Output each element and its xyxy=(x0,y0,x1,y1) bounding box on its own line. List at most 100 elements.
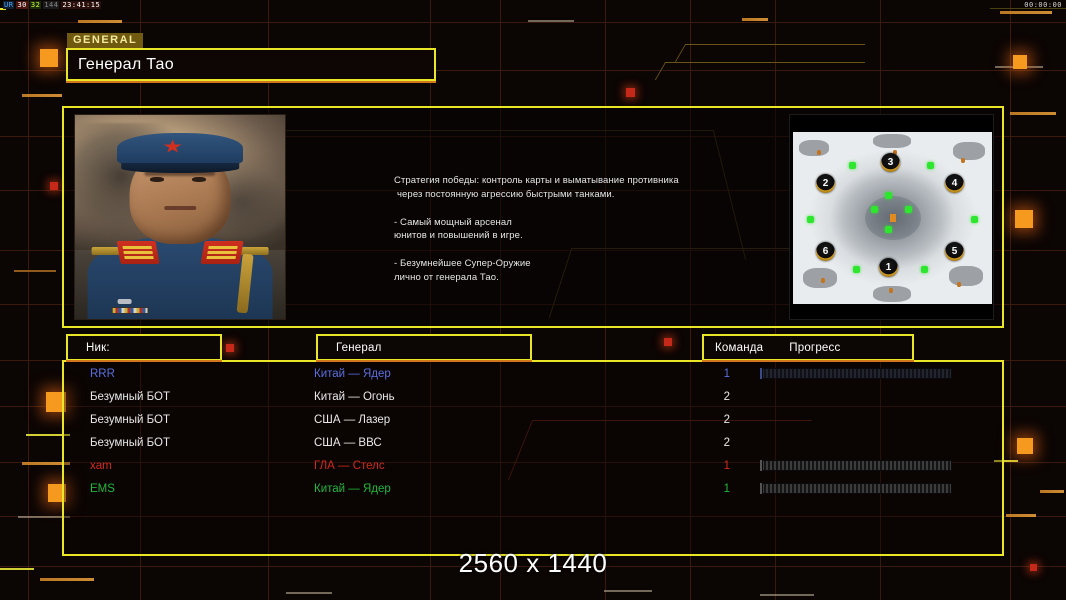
player-team: 1 xyxy=(723,482,730,495)
minimap-prop xyxy=(957,282,961,287)
portrait-collar-tab xyxy=(200,240,244,264)
progress-bar xyxy=(760,368,952,379)
minimap-resource xyxy=(905,206,912,213)
minimap-prop xyxy=(889,288,893,293)
table-row[interactable]: RRR Китай — Ядер 1 xyxy=(64,362,1002,385)
player-general: США — Лазер xyxy=(314,413,391,426)
deco-square xyxy=(1013,55,1027,69)
progress-bar xyxy=(760,460,952,471)
minimap-resource xyxy=(807,216,814,223)
deco-dash xyxy=(742,18,768,21)
deco-dash xyxy=(528,20,574,22)
hud-segment: 32 xyxy=(29,1,42,9)
minimap-center-flag xyxy=(889,214,896,222)
minimap-prop xyxy=(893,150,897,155)
minimap-start-position[interactable]: 2 xyxy=(816,174,835,193)
hud-segment: 144 xyxy=(43,1,60,9)
table-row[interactable]: Безумный БОТ США — ВВС 2 xyxy=(64,431,1002,454)
minimap-start-position[interactable]: 6 xyxy=(816,242,835,261)
hud-left-status: UR 30 32 144 23:41:15 xyxy=(3,1,102,9)
minimap-start-position[interactable]: 5 xyxy=(945,242,964,261)
minimap-start-position[interactable]: 3 xyxy=(881,153,900,172)
minimap-resource xyxy=(853,266,860,273)
map-preview[interactable]: 1 2 3 4 5 6 xyxy=(789,114,994,320)
portrait-medal-ribbons xyxy=(111,306,149,315)
table-row[interactable]: Безумный БОТ Китай — Огонь 2 xyxy=(64,385,1002,408)
column-header-team-progress: Команда Прогресс xyxy=(702,334,914,362)
deco-dash xyxy=(286,592,332,594)
deco-square xyxy=(50,182,58,190)
description-line: - Самый мощный арсенал xyxy=(394,216,512,228)
grid-line-v xyxy=(1010,0,1011,600)
grid-line-h xyxy=(0,22,1066,23)
hud-timer: 00:00:00 xyxy=(1024,1,1062,9)
minimap-terrain xyxy=(873,134,911,148)
player-nick: Безумный БОТ xyxy=(90,390,170,403)
player-general: США — ВВС xyxy=(314,436,382,449)
grid-line-v xyxy=(28,0,29,600)
minimap-image: 1 2 3 4 5 6 xyxy=(793,132,992,304)
minimap-resource xyxy=(921,266,928,273)
minimap-terrain xyxy=(803,268,837,288)
portrait-cap xyxy=(117,133,243,166)
deco-square xyxy=(626,88,635,97)
player-team: 2 xyxy=(723,436,730,449)
description-block: Стратегия победы: контроль карты и вымат… xyxy=(394,174,824,202)
progress-bar xyxy=(760,483,952,494)
player-nick: Безумный БОТ xyxy=(90,436,170,449)
frame-segment xyxy=(990,8,1066,9)
description-line: Стратегия победы: контроль карты и вымат… xyxy=(394,175,679,186)
table-row[interactable]: EMS Китай — Ядер 1 xyxy=(64,477,1002,500)
description-block: - Безумнейшее Супер-Оружие лично от гене… xyxy=(394,257,824,285)
minimap-resource xyxy=(927,162,934,169)
general-name-field[interactable]: Генерал Тао xyxy=(66,48,436,83)
player-nick: EMS xyxy=(90,482,115,495)
column-header-general: Генерал xyxy=(316,334,532,362)
description-line: юнитов и повышений в игре. xyxy=(394,230,523,242)
deco-dash xyxy=(78,20,122,23)
portrait-badge xyxy=(117,298,132,304)
deco-square xyxy=(1017,438,1033,454)
minimap-terrain xyxy=(799,140,829,156)
minimap-prop xyxy=(817,150,821,155)
column-header-team-label: Команда xyxy=(715,341,764,354)
minimap-resource xyxy=(971,216,978,223)
deco-square xyxy=(1015,210,1033,228)
resolution-watermark: 2560 x 1440 xyxy=(458,548,608,578)
column-header-progress-label: Прогресс xyxy=(789,341,841,354)
minimap-start-position[interactable]: 4 xyxy=(945,174,964,193)
deco-square xyxy=(226,344,234,352)
minimap-resource xyxy=(871,206,878,213)
minimap-start-position[interactable]: 1 xyxy=(879,258,898,277)
general-portrait xyxy=(74,114,286,320)
portrait-uniform xyxy=(87,237,273,319)
portrait-cap-brim xyxy=(121,162,239,174)
minimap-resource xyxy=(885,192,892,199)
column-header-nick: Ник: xyxy=(66,334,222,362)
player-general: Китай — Ядер xyxy=(314,482,391,495)
table-row[interactable]: xam ГЛА — Стелс 1 xyxy=(64,454,1002,477)
frame-segment xyxy=(0,8,6,10)
deco-dash xyxy=(14,270,56,272)
general-name-value: Генерал Тао xyxy=(78,55,174,73)
hud-segment: 23:41:15 xyxy=(61,1,102,9)
player-team: 2 xyxy=(723,390,730,403)
portrait-epaulette xyxy=(91,247,121,256)
player-progress xyxy=(730,368,1002,379)
table-row[interactable]: Безумный БОТ США — Лазер 2 xyxy=(64,408,1002,431)
minimap-terrain xyxy=(949,266,983,286)
player-team: 1 xyxy=(723,367,730,380)
player-progress xyxy=(730,460,1002,471)
player-general: ГЛА — Стелс xyxy=(314,459,385,472)
portrait-eye xyxy=(149,177,165,183)
description-line: через постоянную агрессию быстрыми танка… xyxy=(397,188,615,200)
description-line: лично от генерала Тао. xyxy=(394,271,499,283)
minimap-terrain xyxy=(873,286,911,302)
deco-dash xyxy=(1000,11,1052,14)
player-team: 2 xyxy=(723,413,730,426)
minimap-resource xyxy=(849,162,856,169)
minimap-terrain xyxy=(953,142,985,160)
general-description: Стратегия победы: контроль карты и вымат… xyxy=(394,174,824,285)
deco-dash xyxy=(1040,490,1064,493)
